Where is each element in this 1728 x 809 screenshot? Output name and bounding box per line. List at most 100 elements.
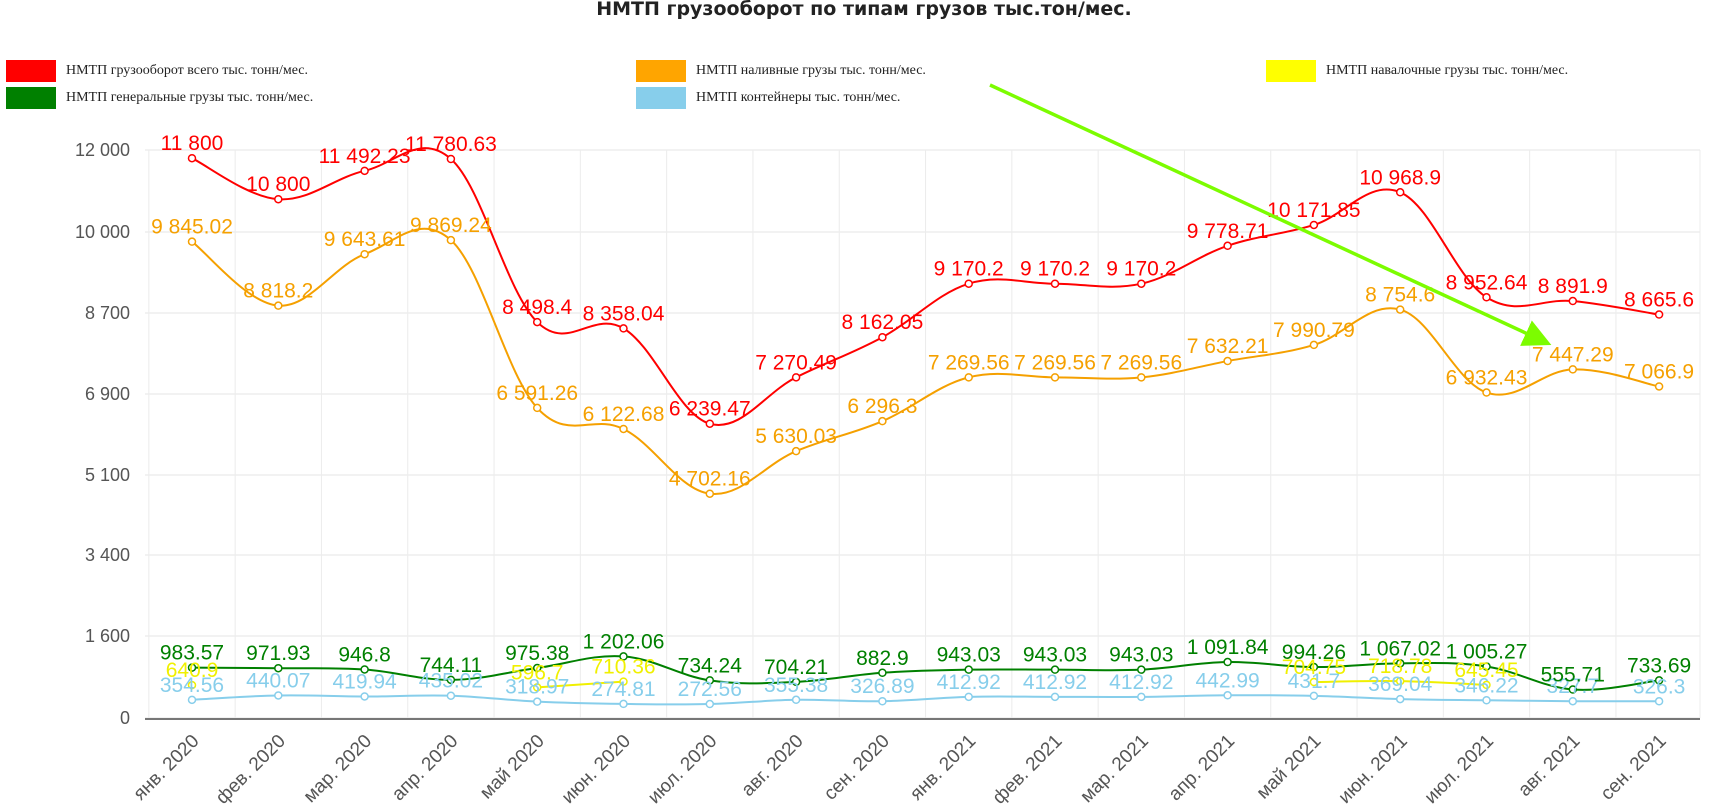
x-tick-label: авг. 2021 xyxy=(1514,731,1584,801)
data-label: 11 780.63 xyxy=(405,133,497,156)
data-point xyxy=(187,680,197,690)
legend-label-liquid: НМТП наливные грузы тыс. тонн/мес. xyxy=(696,63,926,78)
data-point xyxy=(705,676,715,685)
data-label: 733.69 xyxy=(1627,654,1691,677)
data-point xyxy=(1654,676,1664,685)
data-label: 710.36 xyxy=(591,656,655,679)
data-label: 369.04 xyxy=(1368,673,1433,696)
data-label: 943.03 xyxy=(1109,644,1173,667)
y-tick-label: 12 000 xyxy=(75,140,130,160)
data-point xyxy=(1309,691,1319,701)
data-point xyxy=(878,668,887,678)
data-point xyxy=(187,153,197,163)
data-point xyxy=(619,652,628,661)
data-label: 8 952.64 xyxy=(1446,271,1528,294)
data-point xyxy=(1137,373,1146,382)
grid-layer xyxy=(145,149,1701,719)
data-point xyxy=(1654,697,1664,706)
x-tick-label: янв. 2020 xyxy=(129,731,203,805)
data-point xyxy=(1482,388,1491,397)
data-point xyxy=(274,194,283,204)
data-label: 9 170.2 xyxy=(1020,258,1090,281)
x-tick-label: сен. 2020 xyxy=(820,731,894,805)
data-point xyxy=(360,692,369,701)
legend-swatch-bulk xyxy=(1266,60,1316,82)
y-tick-label: 5 100 xyxy=(85,465,130,485)
data-point xyxy=(1137,692,1146,702)
data-label: 596.7 xyxy=(511,661,564,684)
data-point xyxy=(187,237,197,246)
chart-title: НМТП грузооборот по типам грузов тыс.тон… xyxy=(596,0,1132,20)
legend-item-general[interactable]: НМТП генеральные грузы тыс. тонн/мес. xyxy=(6,87,313,109)
data-point xyxy=(1395,694,1405,704)
data-label: 7 632.21 xyxy=(1187,335,1269,358)
series-line xyxy=(191,694,1660,706)
x-tick-label: янв. 2021 xyxy=(906,731,980,805)
data-label: 442.99 xyxy=(1195,669,1259,692)
data-label: 419.94 xyxy=(332,670,397,693)
data-label: 734.24 xyxy=(678,654,743,677)
data-point xyxy=(532,403,542,413)
data-label: 8 358.04 xyxy=(583,302,665,325)
data-label: 412.92 xyxy=(1109,671,1173,694)
data-label: 7 269.56 xyxy=(1014,351,1096,374)
data-point xyxy=(1395,188,1405,197)
data-label: 6 591.26 xyxy=(496,382,578,405)
data-point xyxy=(274,301,283,310)
data-point xyxy=(791,677,801,687)
y-tick-label: 8 700 xyxy=(85,303,130,323)
legend-item-liquid[interactable]: НМТП наливные грузы тыс. тонн/мес. xyxy=(636,60,926,82)
data-label: 645.45 xyxy=(1454,659,1518,682)
data-point xyxy=(619,677,628,686)
data-point xyxy=(1568,696,1578,706)
data-point xyxy=(187,663,197,672)
y-tick-label: 6 900 xyxy=(85,384,130,404)
x-tick-label: фев. 2021 xyxy=(989,731,1067,809)
data-point xyxy=(187,695,197,705)
data-point xyxy=(791,446,801,456)
data-label: 983.57 xyxy=(160,642,224,665)
data-label: 7 269.56 xyxy=(1100,351,1182,374)
x-tick-label: апр. 2020 xyxy=(388,731,462,805)
legend-label-bulk: НМТП навалочные грузы тыс. тонн/мес. xyxy=(1326,63,1569,78)
data-point xyxy=(1309,677,1319,687)
data-point xyxy=(1309,340,1319,350)
data-label: 9 778.71 xyxy=(1187,220,1269,243)
data-label: 355.38 xyxy=(764,674,828,697)
data-label: 971.93 xyxy=(246,642,310,665)
legend-item-containers[interactable]: НМТП контейнеры тыс. тонн/мес. xyxy=(636,87,900,109)
data-point xyxy=(1568,296,1578,306)
data-point xyxy=(878,696,887,706)
legend-label-general: НМТП генеральные грузы тыс. тонн/мес. xyxy=(66,90,314,105)
data-label: 6 932.43 xyxy=(1446,367,1528,390)
data-label: 704.75 xyxy=(1282,656,1346,679)
data-label: 8 665.6 xyxy=(1624,289,1694,312)
trend-arrow xyxy=(989,83,1552,346)
data-point xyxy=(619,324,628,333)
labels-layer: 354.56 440.07 419.94 435.02 318.97 274.81 272.… xyxy=(151,132,1694,701)
data-label: 6 296.3 xyxy=(847,395,917,418)
data-point xyxy=(532,683,542,692)
data-point xyxy=(446,235,456,245)
data-label: 1 091.84 xyxy=(1187,636,1269,659)
data-label: 440.07 xyxy=(246,669,310,692)
x-tick-label: май 2020 xyxy=(476,731,549,804)
data-point xyxy=(1223,691,1232,700)
legend-item-bulk[interactable]: НМТП навалочные грузы тыс. тонн/мес. xyxy=(1266,60,1568,82)
data-label: 5 630.03 xyxy=(755,425,837,448)
data-label: 7 270.49 xyxy=(755,351,837,374)
data-label: 7 269.56 xyxy=(928,351,1010,374)
data-label: 274.81 xyxy=(591,678,655,701)
data-point xyxy=(1482,680,1491,690)
legend-item-total[interactable]: НМТП грузооборот всего тыс. тонн/мес. xyxy=(6,60,308,82)
data-label: 4 702.16 xyxy=(669,468,751,491)
data-point xyxy=(619,424,628,434)
data-point xyxy=(1482,293,1491,302)
legend-swatch-general xyxy=(6,87,56,109)
data-point xyxy=(1654,310,1664,319)
data-point xyxy=(1050,279,1060,288)
x-tick-label: июл. 2021 xyxy=(1421,731,1498,808)
data-point xyxy=(791,695,801,705)
data-label: 431.7 xyxy=(1288,670,1341,693)
legend-swatch-containers xyxy=(636,87,686,109)
